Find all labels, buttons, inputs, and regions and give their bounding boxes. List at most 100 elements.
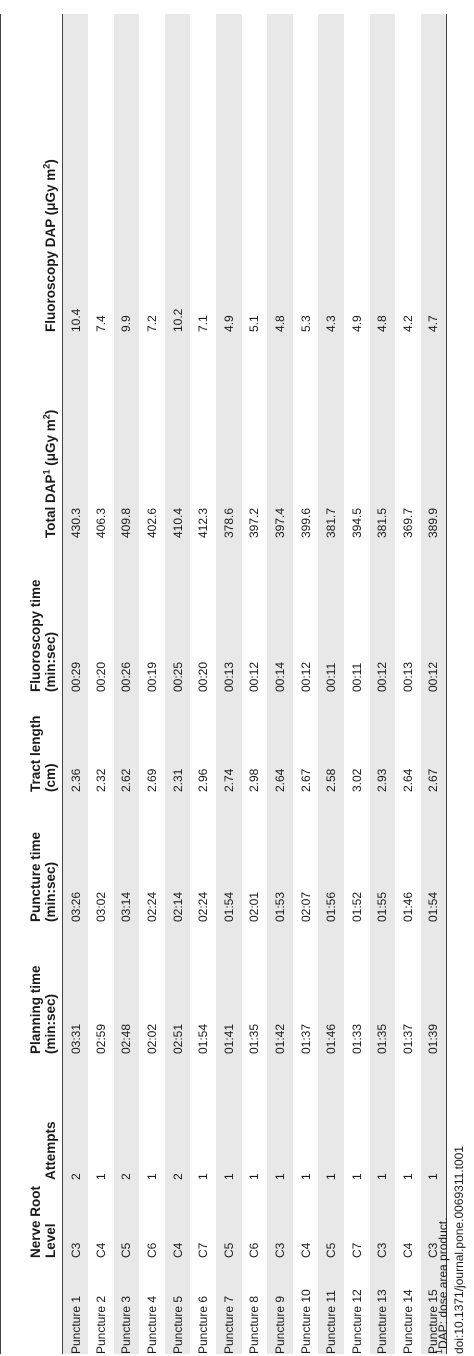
table-cell: Puncture 12 bbox=[344, 1258, 370, 1354]
table-cell: Puncture 10 bbox=[292, 1258, 319, 1354]
table-cell: 01:35 bbox=[369, 922, 396, 1054]
table-cell: 00:19 bbox=[139, 538, 165, 692]
table-cell: 02:51 bbox=[164, 922, 191, 1054]
table-cell: Puncture 7 bbox=[216, 1258, 242, 1354]
table-cell: 01:33 bbox=[344, 922, 370, 1054]
table-row: Puncture 4 C6 1 02:02 02:24 2.69 00:19 402.6 7.2 bbox=[139, 14, 165, 1354]
table-cell: 02:59 bbox=[88, 922, 114, 1054]
table-cell: 02:02 bbox=[139, 922, 165, 1054]
table-cell: C4 bbox=[395, 1180, 421, 1258]
table-cell: 397.4 bbox=[267, 332, 293, 538]
table-row: Puncture 12 C7 1 01:33 01:52 3.02 00:11 394.5 4.… bbox=[344, 14, 370, 1354]
table-cell: 01:42 bbox=[267, 922, 293, 1054]
table-cell: 03:02 bbox=[88, 792, 114, 922]
table-cell: 03:14 bbox=[113, 792, 140, 922]
table-cell: 01:46 bbox=[395, 792, 421, 922]
table-cell: C7 bbox=[190, 1180, 217, 1258]
table-cell: 00:26 bbox=[113, 538, 140, 692]
table-cell: 2.32 bbox=[88, 692, 114, 792]
table-cell: 1 bbox=[88, 1054, 114, 1180]
table-cell: 01:55 bbox=[369, 792, 396, 922]
table-cell: 430.3 bbox=[62, 332, 89, 538]
table-cell: 1 bbox=[420, 1054, 447, 1180]
table-cell: 397.2 bbox=[241, 332, 268, 538]
table-cell: 389.9 bbox=[420, 332, 447, 538]
table-cell: Puncture 9 bbox=[267, 1258, 293, 1354]
table-cell: 4.2 bbox=[395, 14, 421, 332]
table-cell: C4 bbox=[292, 1180, 319, 1258]
table-cell: 00:14 bbox=[267, 538, 293, 692]
table-cell: Puncture 4 bbox=[139, 1258, 165, 1354]
table-cell: Puncture 1 bbox=[62, 1258, 89, 1354]
table-row: Puncture 3 C5 2 02:48 03:14 2.62 00:26 409.8 9.9 bbox=[113, 14, 140, 1354]
table-cell: C6 bbox=[241, 1180, 268, 1258]
table-cell: 01:39 bbox=[420, 922, 447, 1054]
header-tract-length: Tract length (cm) bbox=[28, 715, 58, 792]
table-body: Puncture 1 C3 2 03:31 03:26 2.36 00:29 430.3 10.… bbox=[62, 14, 447, 1354]
table-cell: 2.67 bbox=[420, 692, 447, 792]
table-cell: 02:24 bbox=[190, 792, 217, 922]
table-cell: 2.74 bbox=[216, 692, 242, 792]
table-row: Puncture 1 C3 2 03:31 03:26 2.36 00:29 430.3 10.… bbox=[62, 14, 89, 1354]
table-cell: 00:12 bbox=[241, 538, 268, 692]
table-cell: 1 bbox=[318, 1054, 345, 1180]
table-row: Puncture 5 C4 2 02:51 02:14 2.31 00:25 410.4 10.… bbox=[164, 14, 191, 1354]
table-cell: 00:29 bbox=[62, 538, 89, 692]
table-cell: 03:26 bbox=[62, 792, 89, 922]
table-row: Puncture 13 C3 1 01:35 01:55 2.93 00:12 381.5 4.… bbox=[369, 14, 396, 1354]
table-cell: 2.64 bbox=[395, 692, 421, 792]
table-cell: Puncture 8 bbox=[241, 1258, 268, 1354]
table-cell: 2 bbox=[62, 1054, 89, 1180]
table-cell: 01:54 bbox=[190, 922, 217, 1054]
table-cell: Puncture 14 bbox=[395, 1258, 421, 1354]
header-fluoroscopy-time: Fluoroscopy time (min:sec) bbox=[28, 579, 58, 692]
table-cell: 00:11 bbox=[344, 538, 370, 692]
table-cell: 412.3 bbox=[190, 332, 217, 538]
table-cell: 02:24 bbox=[139, 792, 165, 922]
table-row: Puncture 10 C4 1 01:37 02:07 2.67 00:12 399.6 5.… bbox=[292, 14, 319, 1354]
table-cell: 9.9 bbox=[113, 14, 140, 332]
table-cell: 2.64 bbox=[267, 692, 293, 792]
table-row: Puncture 11 C5 1 01:46 01:56 2.58 00:11 381.7 4.… bbox=[318, 14, 345, 1354]
table-cell: 1 bbox=[241, 1054, 268, 1180]
table-cell: 2.62 bbox=[113, 692, 140, 792]
table-cell: C3 bbox=[267, 1180, 293, 1258]
table-cell: 01:46 bbox=[318, 922, 345, 1054]
table-cell: C5 bbox=[216, 1180, 242, 1258]
table-cell: 02:01 bbox=[241, 792, 268, 922]
table-cell: 399.6 bbox=[292, 332, 319, 538]
table-cell: C7 bbox=[344, 1180, 370, 1258]
table-cell: 7.2 bbox=[139, 14, 165, 332]
table-row: Puncture 14 C4 1 01:37 01:46 2.64 00:13 369.7 4.… bbox=[395, 14, 421, 1354]
table-cell: C3 bbox=[62, 1180, 89, 1258]
table-cell: 369.7 bbox=[395, 332, 421, 538]
table-cell: 3.02 bbox=[344, 692, 370, 792]
table-cell: 1 bbox=[395, 1054, 421, 1180]
table-cell: 1 bbox=[190, 1054, 217, 1180]
table-cell: 01:54 bbox=[420, 792, 447, 922]
table-cell: Puncture 3 bbox=[113, 1258, 140, 1354]
table-cell: 01:52 bbox=[344, 792, 370, 922]
table-cell: 01:54 bbox=[216, 792, 242, 922]
table-cell: 1 bbox=[292, 1054, 319, 1180]
table-cell: 03:31 bbox=[62, 922, 89, 1054]
table-cell: 2.98 bbox=[241, 692, 268, 792]
table-row: Puncture 15 C3 1 01:39 01:54 2.67 00:12 389.9 4.… bbox=[420, 14, 447, 1354]
table-row: Puncture 2 C4 1 02:59 03:02 2.32 00:20 406.3 7.4 bbox=[88, 14, 114, 1354]
table-cell: 378.6 bbox=[216, 332, 242, 538]
table-cell: C6 bbox=[139, 1180, 165, 1258]
table-cell: 1 bbox=[369, 1054, 396, 1180]
table-cell: Puncture 13 bbox=[369, 1258, 396, 1354]
table-cell: 02:14 bbox=[164, 792, 191, 922]
table-cell: 2.58 bbox=[318, 692, 345, 792]
table-row: Puncture 6 C7 1 01:54 02:24 2.96 00:20 412.3 7.1 bbox=[190, 14, 217, 1354]
doi-text: doi:10.1371/journal.pone.0069311.t001 bbox=[452, 1146, 466, 1354]
table-cell: 2 bbox=[164, 1054, 191, 1180]
table-cell: 4.9 bbox=[344, 14, 370, 332]
table-cell: 01:35 bbox=[241, 922, 268, 1054]
table-cell: C5 bbox=[113, 1180, 140, 1258]
table-cell: 00:13 bbox=[216, 538, 242, 692]
table-cell: 01:41 bbox=[216, 922, 242, 1054]
table-cell: 00:12 bbox=[369, 538, 396, 692]
